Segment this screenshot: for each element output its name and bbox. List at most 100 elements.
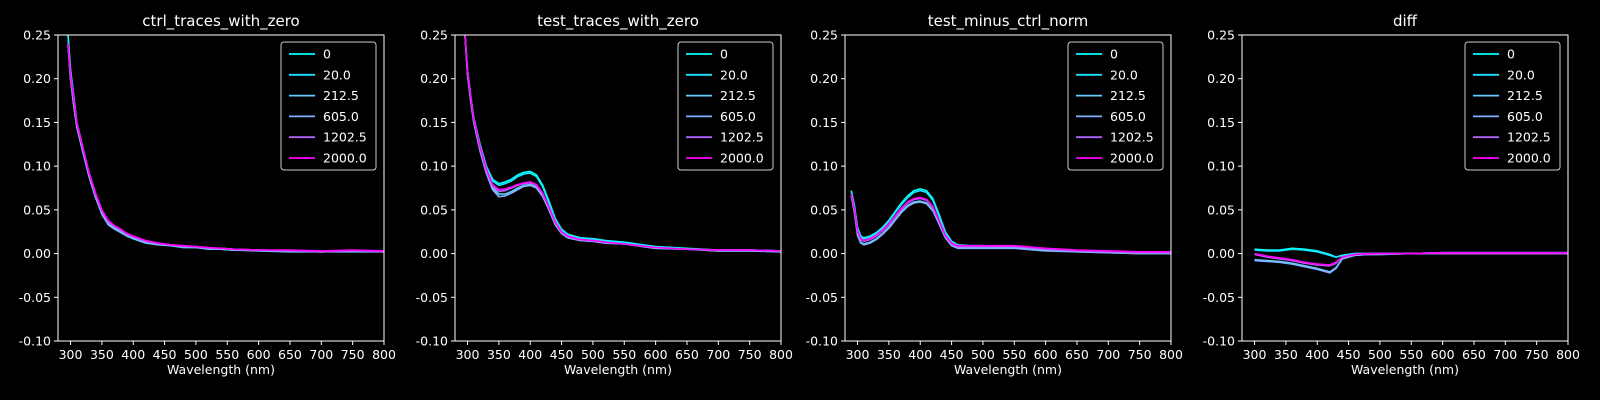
y-tick-label: 0.05 (1207, 202, 1235, 217)
x-tick-label: 650 (1065, 347, 1089, 362)
x-axis-label: Wavelength (nm) (167, 362, 275, 377)
x-axis-label: Wavelength (nm) (1351, 362, 1459, 377)
legend-label: 1202.5 (323, 130, 367, 145)
legend-label: 0 (1507, 47, 1515, 62)
y-tick-label: 0.25 (810, 28, 838, 43)
y-tick-label: 0.15 (420, 115, 448, 130)
legend-label: 2000.0 (720, 151, 764, 166)
x-tick-label: 650 (278, 347, 302, 362)
x-tick-label: 500 (581, 347, 605, 362)
y-tick-label: 0.10 (23, 159, 51, 174)
y-tick-label: -0.10 (1203, 334, 1235, 349)
x-tick-label: 500 (184, 347, 208, 362)
series-line-0 (850, 188, 1171, 254)
legend: 0 20.0 212.5 605.0 1202.5 2000.0 (1464, 41, 1561, 171)
x-tick-label: 400 (908, 347, 932, 362)
x-tick-label: 800 (1556, 347, 1580, 362)
x-tick-label: 350 (487, 347, 511, 362)
y-tick-label: 0.00 (1207, 246, 1235, 261)
x-tick-label: 450 (153, 347, 177, 362)
y-tick-label: 0.20 (23, 71, 51, 86)
legend-label: 0 (720, 47, 728, 62)
legend-label: 212.5 (720, 88, 756, 103)
x-tick-label: 550 (1002, 347, 1026, 362)
y-tick-label: 0.05 (23, 202, 51, 217)
series-line-1202.5 (1254, 252, 1568, 267)
x-tick-label: 750 (341, 347, 365, 362)
chart-title: test_minus_ctrl_norm (928, 12, 1089, 31)
y-tick-label: 0.05 (810, 202, 838, 217)
y-tick-label: 0.15 (1207, 115, 1235, 130)
series-lines (850, 188, 1171, 255)
x-tick-label: 600 (247, 347, 271, 362)
y-tick-label: -0.05 (806, 290, 838, 305)
x-tick-label: 450 (1337, 347, 1361, 362)
plot-frame (844, 34, 1172, 342)
y-tick-label: -0.10 (416, 334, 448, 349)
y-tick-label: -0.10 (806, 334, 838, 349)
x-tick-label: 650 (1462, 347, 1486, 362)
y-tick-label: 0.25 (1207, 28, 1235, 43)
y-tick-label: 0.15 (810, 115, 838, 130)
legend-label: 20.0 (1507, 67, 1535, 82)
legend-label: 2000.0 (1110, 151, 1154, 166)
legend-label: 1202.5 (1110, 130, 1154, 145)
legend-label: 1202.5 (1507, 130, 1551, 145)
x-tick-label: 800 (769, 347, 793, 362)
x-tick-label: 300 (59, 347, 83, 362)
y-tick-label: 0.10 (420, 159, 448, 174)
legend-label: 0 (323, 47, 331, 62)
x-tick-label: 600 (1431, 347, 1455, 362)
legend-label: 20.0 (323, 67, 351, 82)
y-tick-label: 0.25 (23, 28, 51, 43)
y-tick-label: -0.10 (19, 334, 51, 349)
series-line-2000.0 (1254, 251, 1568, 266)
x-tick-label: 350 (1274, 347, 1298, 362)
legend: 0 20.0 212.5 605.0 1202.5 2000.0 (1067, 41, 1164, 171)
x-tick-label: 650 (675, 347, 699, 362)
x-tick-label: 400 (518, 347, 542, 362)
x-tick-label: 350 (877, 347, 901, 362)
y-tick-label: 0.20 (810, 71, 838, 86)
series-lines (464, 35, 781, 253)
x-tick-label: 700 (1096, 347, 1120, 362)
y-tick-label: 0.10 (1207, 159, 1235, 174)
x-tick-label: 350 (90, 347, 114, 362)
legend-label: 605.0 (1507, 109, 1543, 124)
x-tick-label: 700 (1493, 347, 1517, 362)
x-tick-label: 300 (456, 347, 480, 362)
series-lines (67, 35, 384, 253)
x-tick-label: 700 (309, 347, 333, 362)
legend: 0 20.0 212.5 605.0 1202.5 2000.0 (280, 41, 377, 171)
x-tick-label: 300 (846, 347, 870, 362)
y-tick-label: 0.05 (420, 202, 448, 217)
y-tick-label: -0.05 (1203, 290, 1235, 305)
series-lines (1254, 247, 1568, 274)
x-tick-label: 500 (971, 347, 995, 362)
y-tick-label: 0.20 (1207, 71, 1235, 86)
chart-title: diff (1393, 12, 1418, 30)
chart-panel-3: test_minus_ctrl_norm 300 350 400 450 500 550 60… (806, 12, 1183, 377)
y-tick-label: 0.20 (420, 71, 448, 86)
series-line-20.0 (850, 189, 1171, 254)
x-tick-label: 450 (550, 347, 574, 362)
x-tick-label: 300 (1243, 347, 1267, 362)
x-tick-label: 550 (1399, 347, 1423, 362)
x-tick-label: 700 (706, 347, 730, 362)
legend-label: 20.0 (1110, 67, 1138, 82)
legend: 0 20.0 212.5 605.0 1202.5 2000.0 (677, 41, 774, 171)
x-tick-label: 450 (940, 347, 964, 362)
y-tick-label: 0.00 (23, 246, 51, 261)
x-tick-label: 500 (1368, 347, 1392, 362)
chart-panel-1: ctrl_traces_with_zero 300 350 400 450 500 550 6… (19, 12, 396, 377)
legend-label: 20.0 (720, 67, 748, 82)
y-tick-label: -0.05 (416, 290, 448, 305)
y-tick-label: 0.15 (23, 115, 51, 130)
series-line-2000.0 (464, 35, 781, 252)
legend-label: 212.5 (1507, 88, 1543, 103)
y-tick-label: 0.25 (420, 28, 448, 43)
y-tick-label: 0.10 (810, 159, 838, 174)
legend-label: 1202.5 (720, 130, 764, 145)
x-tick-label: 600 (644, 347, 668, 362)
